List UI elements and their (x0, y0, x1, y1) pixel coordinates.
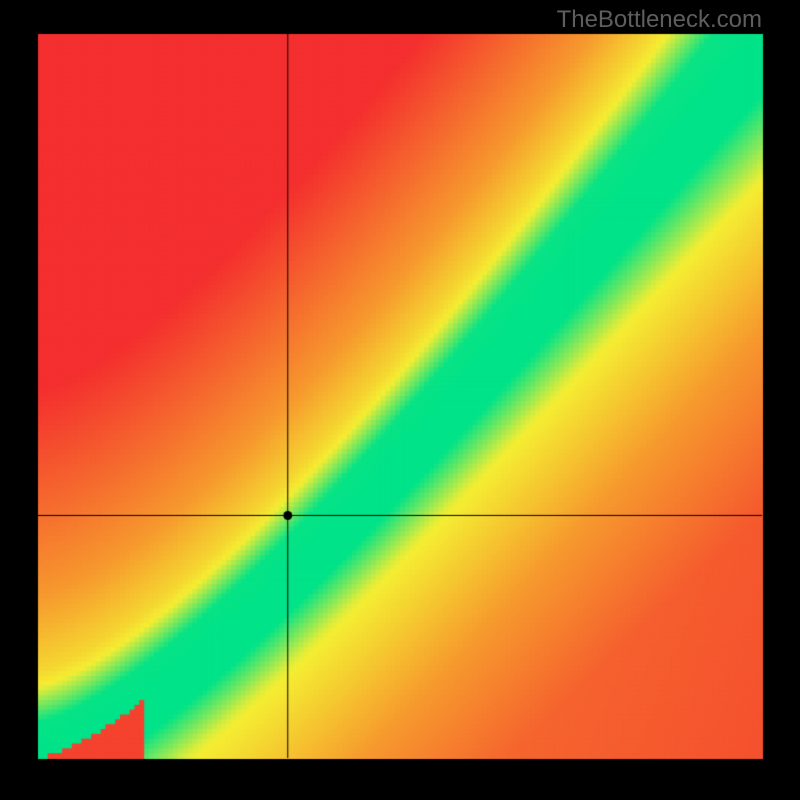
bottleneck-heatmap (0, 0, 800, 800)
chart-container: { "chart": { "type": "heatmap", "canvas_… (0, 0, 800, 800)
watermark-text: TheBottleneck.com (557, 6, 762, 34)
